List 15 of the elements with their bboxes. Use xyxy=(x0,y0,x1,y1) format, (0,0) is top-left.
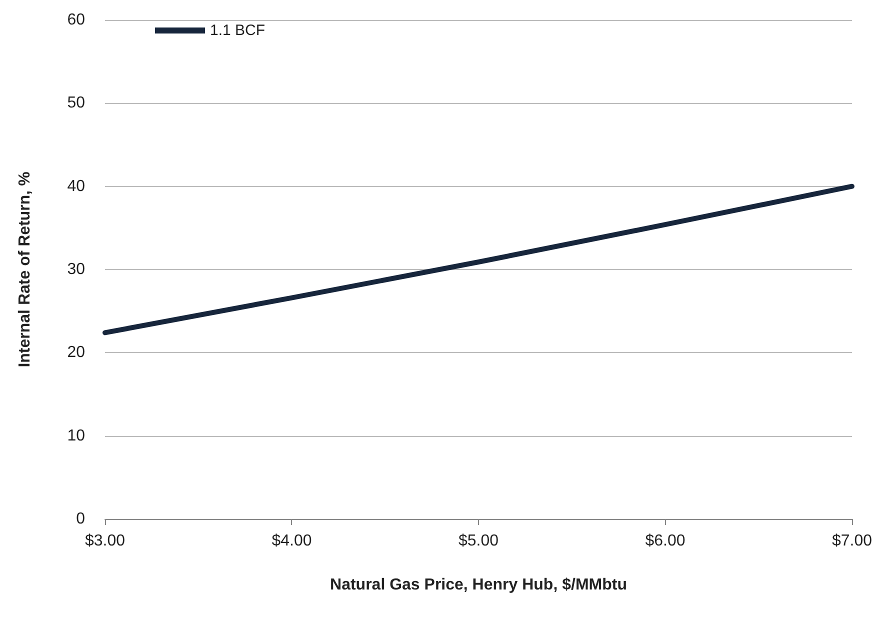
y-tick-label: 40 xyxy=(67,178,86,195)
x-tick-label: $7.00 xyxy=(832,532,872,550)
y-tick-label: 60 xyxy=(67,12,86,28)
y-tick-label: 50 xyxy=(67,94,86,112)
y-axis-title: Internal Rate of Return, % xyxy=(16,172,34,368)
y-tick-label: 20 xyxy=(67,344,86,362)
legend-label: 1.1 BCF xyxy=(210,22,266,39)
y-tick-label: 0 xyxy=(76,510,86,528)
x-axis-title: Natural Gas Price, Henry Hub, $/MMbtu xyxy=(330,576,627,594)
y-tick-label: 30 xyxy=(67,261,86,278)
x-tick-label: $4.00 xyxy=(272,532,312,550)
x-tick-label: $5.00 xyxy=(458,532,499,550)
x-tick-label: $3.00 xyxy=(84,532,126,550)
x-tick-label: $6.00 xyxy=(645,532,686,550)
y-tick-label: 10 xyxy=(67,427,86,444)
